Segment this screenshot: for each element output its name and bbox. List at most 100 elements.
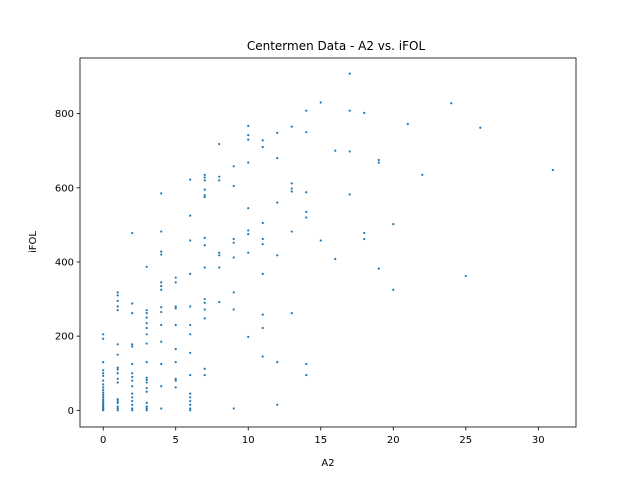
- data-point: [145, 401, 148, 404]
- data-point: [305, 131, 308, 134]
- data-point: [116, 398, 119, 401]
- data-point: [160, 192, 163, 195]
- data-point: [218, 175, 221, 178]
- data-point: [218, 254, 221, 257]
- data-point: [116, 291, 119, 294]
- data-point: [174, 386, 177, 389]
- data-point: [160, 250, 163, 253]
- data-point: [160, 340, 163, 343]
- data-point: [145, 326, 148, 330]
- data-point: [218, 179, 221, 182]
- data-point: [189, 373, 192, 377]
- data-point: [247, 138, 250, 141]
- data-point: [160, 362, 163, 366]
- data-point: [290, 230, 293, 233]
- data-point: [203, 266, 206, 269]
- data-point: [102, 369, 105, 372]
- data-point: [131, 312, 134, 315]
- data-point: [116, 409, 119, 412]
- data-point: [551, 168, 554, 172]
- data-point: [189, 396, 192, 399]
- data-point: [203, 297, 206, 301]
- data-point: [145, 407, 148, 410]
- data-point: [131, 407, 134, 410]
- data-point: [116, 366, 119, 369]
- x-axis: 0 5 10 15 20 25 30: [100, 427, 545, 446]
- data-point: [131, 231, 134, 235]
- data-point: [145, 361, 148, 364]
- data-point: [116, 381, 119, 384]
- data-point: [102, 398, 105, 401]
- x-tick-label: 30: [532, 435, 545, 446]
- data-point: [305, 109, 308, 112]
- data-point: [247, 233, 250, 236]
- data-point: [189, 214, 192, 217]
- data-point: [145, 390, 148, 393]
- data-point: [174, 323, 177, 327]
- data-point: [131, 385, 134, 388]
- data-point: [290, 182, 293, 185]
- data-point: [276, 131, 279, 135]
- data-point: [102, 395, 105, 399]
- data-point: [160, 230, 163, 233]
- data-point: [203, 179, 206, 182]
- data-point: [102, 374, 105, 377]
- data-point: [131, 343, 134, 346]
- data-point: [377, 161, 380, 164]
- data-point: [189, 333, 192, 336]
- data-point: [116, 401, 119, 404]
- data-point: [276, 201, 279, 204]
- data-point: [276, 361, 279, 364]
- x-tick-label: 25: [459, 435, 472, 446]
- data-point: [290, 312, 293, 315]
- data-point: [232, 256, 235, 259]
- data-point: [189, 403, 192, 406]
- data-point: [102, 386, 105, 389]
- data-point: [348, 150, 351, 153]
- data-point: [334, 149, 337, 152]
- data-point: [203, 317, 206, 320]
- data-point: [145, 381, 148, 384]
- data-point: [247, 134, 250, 137]
- data-point: [131, 372, 134, 375]
- data-point: [145, 316, 148, 319]
- data-point: [261, 313, 264, 316]
- y-axis: 0 200 400 600 800: [55, 109, 80, 417]
- plot-frame: [79, 57, 577, 428]
- x-tick-label: 0: [100, 435, 106, 446]
- data-point: [102, 333, 105, 336]
- data-point: [450, 102, 453, 105]
- data-point: [421, 173, 424, 176]
- data-point: [131, 302, 134, 305]
- data-point: [290, 187, 293, 190]
- plot-area: [80, 58, 576, 427]
- data-point: [305, 210, 308, 213]
- data-point: [174, 276, 177, 279]
- data-point: [102, 379, 105, 382]
- data-point: [189, 409, 192, 412]
- data-point: [203, 236, 206, 239]
- data-point: [116, 399, 119, 403]
- data-point: [189, 239, 192, 242]
- data-point: [261, 355, 264, 358]
- points-layer: [102, 72, 554, 412]
- data-point: [261, 237, 264, 241]
- data-point: [160, 310, 163, 314]
- data-point: [261, 243, 264, 246]
- data-point: [160, 407, 163, 410]
- data-point: [305, 373, 308, 377]
- data-point: [232, 308, 235, 311]
- data-point: [160, 253, 163, 256]
- data-point: [131, 345, 134, 348]
- data-point: [305, 216, 308, 219]
- data-point: [290, 125, 293, 128]
- data-point: [218, 300, 221, 304]
- data-point: [174, 361, 177, 364]
- data-point: [232, 237, 235, 241]
- data-point: [232, 241, 235, 244]
- data-point: [305, 191, 308, 194]
- data-point: [131, 396, 134, 399]
- data-point: [145, 322, 148, 325]
- data-point: [131, 362, 134, 366]
- data-point: [145, 378, 148, 381]
